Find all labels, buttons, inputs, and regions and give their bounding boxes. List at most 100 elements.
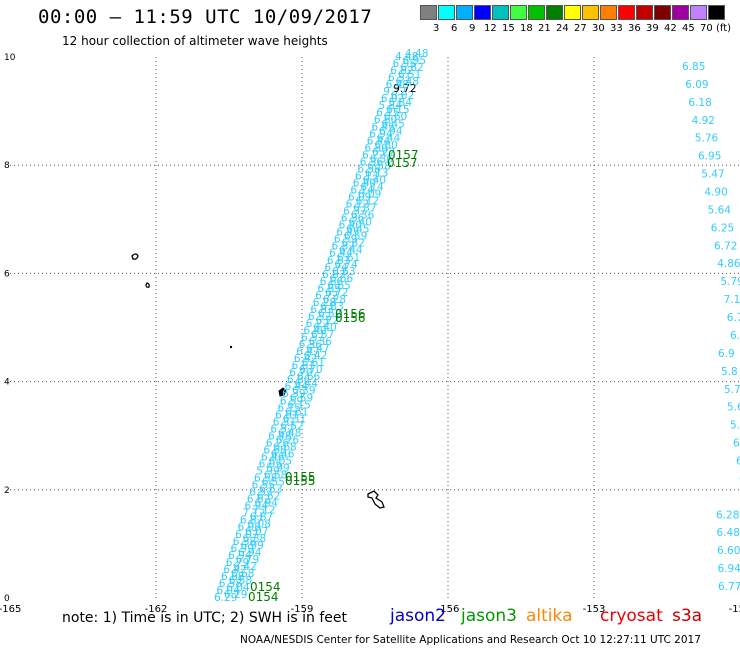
swh-label: 6.05 (259, 459, 282, 471)
swh-label: 6.72 (325, 287, 348, 299)
swh-label: 6.82 (342, 238, 365, 250)
swh-label: 6.2 (736, 455, 740, 467)
x-tick-label: -156 (437, 604, 460, 615)
swh-label: 6.44 (367, 135, 391, 147)
swh-label: 6.68 (263, 444, 286, 456)
swh-label: 6.55 (252, 480, 275, 492)
legend-swatch (672, 5, 689, 20)
swh-label: 6.66 (287, 374, 311, 386)
swh-label: 6.63 (332, 266, 355, 278)
satellite-track: 6.296.296.046.046.586.586.686.686.426.42… (214, 48, 428, 604)
swh-label: 4.90 (704, 187, 727, 199)
swh-label: 6.42 (223, 564, 246, 576)
swh-label: 6.15 (386, 104, 409, 116)
swh-label: 6.36 (309, 336, 333, 348)
swh-label: 5.64 (708, 204, 732, 216)
swh-label: 6.26 (276, 434, 300, 446)
swh-label: 6.26 (266, 437, 290, 449)
legend-label: 3 (433, 23, 440, 34)
swh-label: 6.61 (285, 406, 308, 418)
time-label: 0155 (285, 470, 316, 484)
swh-label: 5.47 (701, 169, 724, 181)
swh-label: 6.04 (226, 582, 250, 594)
swh-label: 6.02 (391, 90, 414, 102)
legend-label: 24 (556, 23, 569, 34)
swh-label: 6.62 (257, 491, 280, 503)
swh-label: 6.52 (308, 311, 331, 323)
swh-label: 6.9 (718, 348, 735, 360)
swh-label: 5.84 (389, 97, 413, 109)
axis-ticks: -165 -162 -159 -156 -153 -150 0 2 4 6 8 10 (0, 53, 740, 615)
legend-label: 45 (682, 23, 695, 34)
swh-label: 6.36 (299, 339, 323, 351)
swh-label: 6.45 (381, 118, 404, 130)
swh-label: 6.61 (292, 360, 315, 372)
swh-label: 6.29 (224, 589, 247, 601)
legend-swatch (654, 5, 671, 20)
swh-label: 6.59 (344, 231, 367, 243)
legend-label: 42 (664, 23, 677, 34)
swh-label: 6.44 (295, 378, 319, 390)
swh-label: 6.60 (717, 545, 740, 557)
swh-label: 6.28 (716, 509, 739, 521)
swh-label: 6.15 (287, 399, 310, 411)
legend-label: 30 (592, 23, 605, 34)
swh-label: 6.61 (337, 252, 360, 264)
legend-swatch (456, 5, 473, 20)
legend-swatch (420, 5, 437, 20)
swh-label: 6.70 (299, 364, 322, 376)
island-outlines (131, 253, 385, 509)
swh-label: 6.82 (390, 65, 413, 77)
x-tick-label: -162 (145, 604, 168, 615)
swh-label: 6.94 (255, 498, 279, 510)
legend-label: 21 (538, 23, 551, 34)
swh-label: 6.79 (226, 557, 249, 569)
swh-label: 6.22 (306, 318, 329, 330)
legend-swatch (600, 5, 617, 20)
swh-label: 6.94 (718, 563, 740, 575)
x-tick-label: -159 (291, 604, 314, 615)
y-tick-label: 0 (4, 594, 10, 604)
swh-label: 6.48 (268, 430, 291, 442)
swh-label: 6.09 (358, 189, 381, 201)
swh-label: 6.09 (348, 192, 371, 204)
swh-label: 6.72 (714, 240, 737, 252)
swh-label: 6.82 (332, 241, 355, 253)
swh-label: 6.59 (334, 234, 357, 246)
swh-label: 6.60 (374, 114, 397, 126)
y-tick-label: 10 (4, 53, 16, 63)
swh-label: 6.60 (384, 111, 407, 123)
swh-label: 6.04 (216, 585, 240, 597)
right-track: 6.856.096.184.925.766.955.474.905.646.25… (682, 61, 740, 593)
swh-label: 6.58 (254, 473, 277, 485)
satellite-name-cryosat: cryosat (600, 606, 663, 626)
swh-label: 5.99 (266, 463, 289, 475)
y-tick-label: 2 (4, 486, 10, 496)
swh-label: 6.94 (369, 128, 393, 140)
island-outline (278, 387, 287, 397)
swh-label: 6.44 (285, 381, 309, 393)
legend-swatch (438, 5, 455, 20)
swh-label: 6.58 (264, 470, 287, 482)
swh-label: 6.58 (219, 578, 242, 590)
swh-label: 6.95 (403, 55, 426, 67)
swh-label: 6.85 (682, 61, 705, 73)
swh-label: 6.07 (235, 529, 258, 541)
x-tick-label: -153 (583, 604, 606, 615)
swh-label: 6.79 (236, 554, 259, 566)
swh-label: 6.59 (290, 392, 313, 404)
swh-label: 6.55 (262, 477, 285, 489)
swh-label: 6.28 (313, 297, 336, 309)
swh-label: 6.94 (379, 125, 403, 137)
swh-label: 6.40 (363, 174, 386, 186)
swh-label: 6.12 (356, 196, 379, 208)
swh-label: 9.72 (393, 83, 416, 95)
legend-label: 18 (520, 23, 533, 34)
swh-label: 4.48 (405, 48, 428, 60)
swh-label: 6.45 (346, 224, 369, 236)
swh-label: 6.58 (357, 163, 380, 175)
swh-label: 6.48 (386, 79, 409, 91)
swh-label: 6.14 (350, 184, 374, 196)
swh-label: 6.58 (229, 575, 252, 587)
